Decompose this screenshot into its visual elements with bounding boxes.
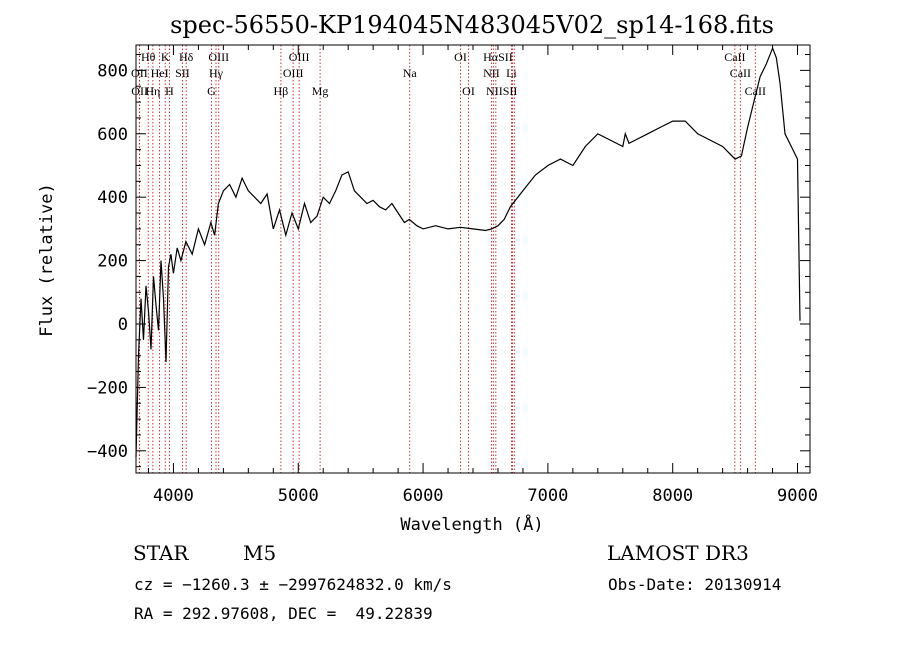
y-tick-label-5: 600 [97,125,128,145]
line-label-5: OI [454,50,467,64]
spectral-line-labels: Hθ K Hδ OIII OIII OI HαSII CaII OII HeI SII Hγ OIII N… [131,50,766,98]
line-label-8: OII [131,66,148,80]
y-axis-ticks: −400 −200 0 200 400 600 800 [87,54,810,468]
line-label-19: H [165,84,174,98]
line-label-12: OIII [283,66,304,80]
spectrum-line [135,46,801,458]
coordinates-line: RA = 292.97608, DEC = 49.22839 [134,604,433,623]
line-label-4: OIII [289,50,310,64]
line-label-10: SII [175,66,190,80]
line-label-16: CaII [730,66,751,80]
line-label-17: OII [131,84,148,98]
x-tick-label-0: 4000 [153,486,194,506]
obs-date: Obs-Date: 20130914 [608,575,781,594]
y-tick-label-0: −400 [87,442,128,462]
line-label-9: HeI [151,66,169,80]
spectral-line-markers [138,45,756,473]
plot-frame [135,44,811,474]
line-label-20: G [207,84,216,98]
y-tick-label-4: 400 [97,188,128,208]
y-tick-label-1: −200 [87,378,128,398]
line-label-14: NII [483,66,500,80]
line-label-13: Na [403,66,418,80]
x-axis-ticks: 4000 5000 6000 7000 8000 9000 [147,45,818,506]
object-subclass: M5 [243,541,276,565]
line-label-23: OI [462,84,475,98]
line-label-3: OIII [208,50,229,64]
y-tick-label-2: 0 [118,315,128,335]
line-label-24: NIISII [486,84,517,98]
x-tick-label-3: 7000 [527,486,568,506]
line-label-22: Mg [312,84,329,98]
line-label-18: Hη [145,84,160,98]
y-tick-label-6: 800 [97,61,128,81]
chart-title: spec-56550-KP194045N483045V02_sp14-168.f… [170,11,774,39]
x-tick-label-2: 6000 [403,486,444,506]
x-tick-label-4: 8000 [652,486,693,506]
line-label-25: CaII [745,84,766,98]
survey-name: LAMOST DR3 [607,541,749,565]
x-axis-label: Wavelength (Å) [400,513,543,535]
y-tick-label-3: 200 [97,252,128,272]
line-label-1: K [161,50,170,64]
line-label-11: Hγ [209,66,224,80]
line-label-6: HαSII [483,50,513,64]
line-label-21: Hβ [274,84,289,98]
line-label-15: Li [506,66,517,80]
redshift-line: cz = −1260.3 ± −2997624832.0 km/s [134,575,452,594]
x-tick-label-1: 5000 [278,486,319,506]
object-class: STAR [133,541,189,565]
line-label-2: Hδ [179,50,194,64]
x-tick-label-5: 9000 [777,486,818,506]
line-label-7: CaII [724,50,745,64]
y-axis-label: Flux (relative) [37,183,57,337]
line-label-0: Hθ [141,50,156,64]
